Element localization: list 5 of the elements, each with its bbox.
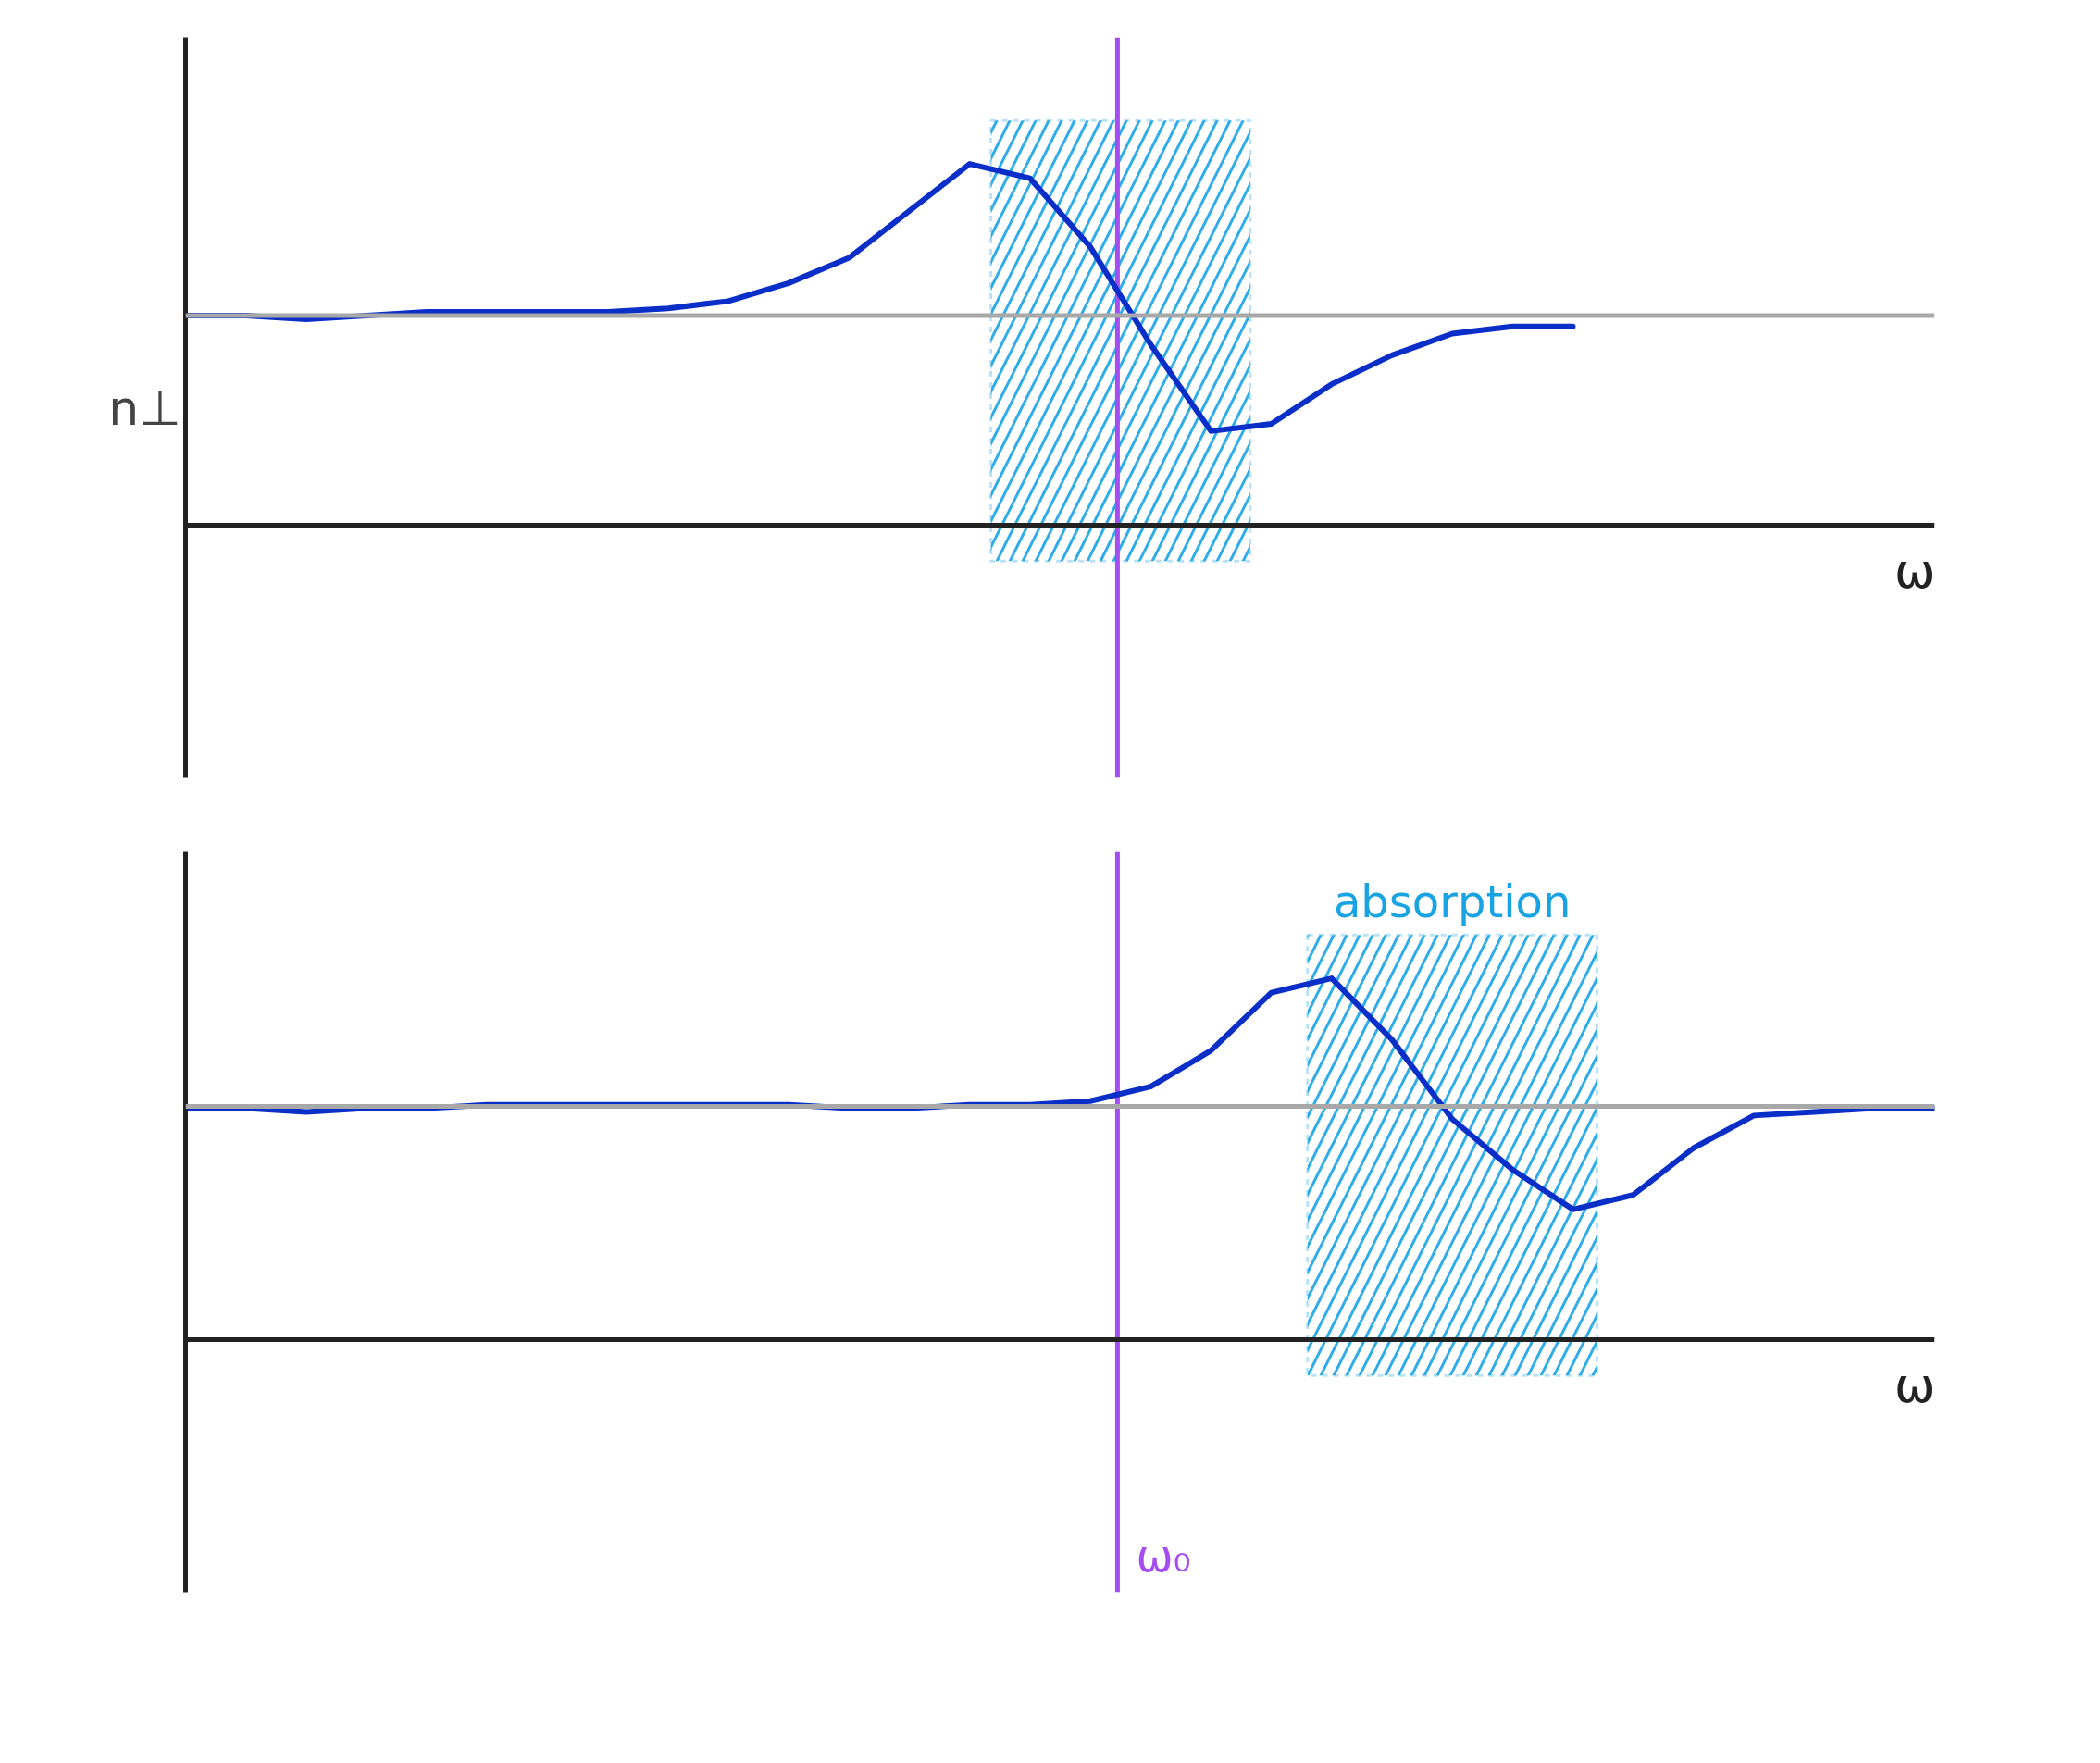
- x-axis-title: ω: [1894, 1358, 1935, 1414]
- text: ω₀: [1136, 1530, 1191, 1583]
- x-axis-title: ω: [1894, 543, 1935, 600]
- text: absorption: [1333, 875, 1572, 928]
- y-axis-title: n⊥: [108, 379, 181, 436]
